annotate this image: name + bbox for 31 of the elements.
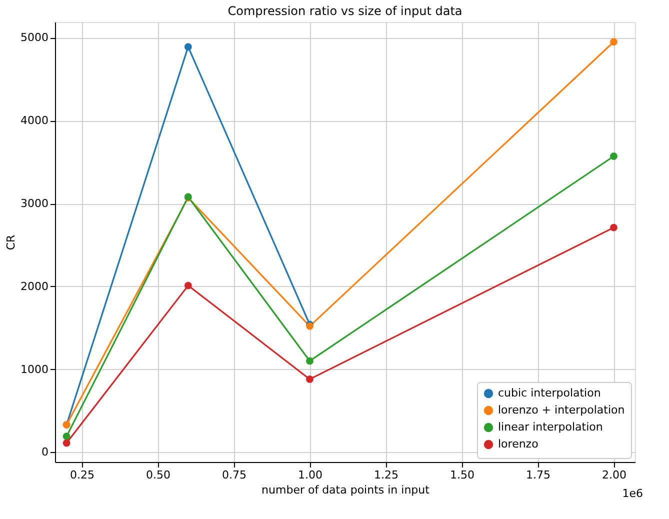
y-tick-label: 3000 bbox=[20, 197, 48, 210]
x-tick-label: 1.75 bbox=[526, 468, 550, 482]
point bbox=[610, 152, 618, 160]
x-tick-label: 1.25 bbox=[374, 468, 398, 482]
chart-title: Compression ratio vs size of input data bbox=[228, 4, 462, 18]
point bbox=[610, 38, 618, 46]
point bbox=[62, 432, 70, 440]
point bbox=[306, 357, 314, 365]
legend-label: cubic interpolation bbox=[498, 386, 601, 400]
x-axis-title: number of data points in input bbox=[262, 484, 430, 496]
point bbox=[184, 43, 192, 51]
legend-label: lorenzo bbox=[498, 438, 539, 450]
point bbox=[62, 439, 70, 447]
y-tick-label: 1000 bbox=[20, 362, 48, 376]
y-axis-title: CR bbox=[4, 234, 18, 250]
legend-label: lorenzo + interpolation bbox=[498, 404, 625, 416]
y-tick-label: 2000 bbox=[20, 280, 48, 293]
y-tick-label: 4000 bbox=[20, 114, 48, 128]
point bbox=[610, 224, 618, 232]
x-tick-label: 0.25 bbox=[70, 468, 94, 482]
point bbox=[184, 282, 192, 290]
x-tick-label: 0.75 bbox=[222, 468, 246, 482]
x-tick-label: 2.00 bbox=[602, 468, 626, 482]
x-tick-label: 0.50 bbox=[146, 468, 170, 482]
y-tick-label: 5000 bbox=[20, 31, 48, 44]
y-tick-label: 0 bbox=[42, 446, 48, 459]
point bbox=[306, 376, 314, 383]
legend-label: linear interpolation bbox=[498, 420, 603, 434]
x-tick-label: 1.00 bbox=[298, 468, 322, 482]
text: 1e6 bbox=[622, 487, 643, 500]
x-tick-label: 1.50 bbox=[450, 468, 474, 482]
